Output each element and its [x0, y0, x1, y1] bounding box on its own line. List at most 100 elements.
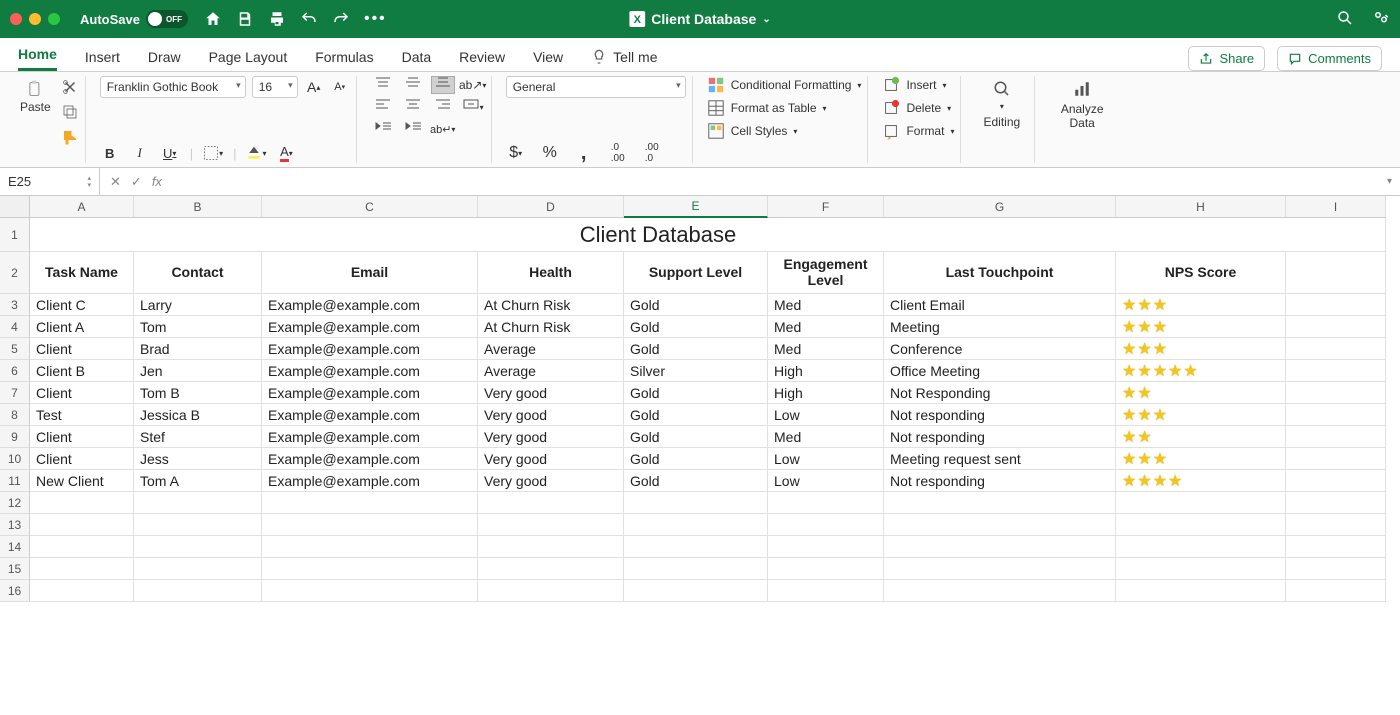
font-name-select[interactable]: Franklin Gothic Book: [100, 76, 246, 98]
cell[interactable]: Low: [768, 470, 884, 492]
row-header-11[interactable]: 11: [0, 470, 30, 492]
cell[interactable]: [478, 514, 624, 536]
cell[interactable]: Med: [768, 426, 884, 448]
comments-button[interactable]: Comments: [1277, 46, 1382, 71]
cell[interactable]: At Churn Risk: [478, 316, 624, 338]
cell[interactable]: Average: [478, 338, 624, 360]
header-cell[interactable]: Contact: [134, 252, 262, 294]
column-header-D[interactable]: D: [478, 196, 624, 218]
cell[interactable]: [1116, 536, 1286, 558]
tab-home[interactable]: Home: [18, 40, 57, 71]
cell[interactable]: [1286, 470, 1386, 492]
cell[interactable]: [1286, 426, 1386, 448]
cell[interactable]: Gold: [624, 470, 768, 492]
decrease-decimal[interactable]: .00.0: [642, 143, 662, 163]
cell[interactable]: [134, 536, 262, 558]
orientation[interactable]: ab↗▾: [461, 76, 485, 94]
cell[interactable]: ★★: [1116, 382, 1286, 404]
cell[interactable]: [30, 514, 134, 536]
header-cell[interactable]: Health: [478, 252, 624, 294]
cell[interactable]: [624, 558, 768, 580]
analyze-data-button[interactable]: Analyze Data: [1049, 76, 1115, 134]
header-cell[interactable]: Task Name: [30, 252, 134, 294]
cell[interactable]: [768, 514, 884, 536]
column-header-C[interactable]: C: [262, 196, 478, 218]
column-header-H[interactable]: H: [1116, 196, 1286, 218]
cell[interactable]: Example@example.com: [262, 294, 478, 316]
column-header-G[interactable]: G: [884, 196, 1116, 218]
cell[interactable]: Not responding: [884, 470, 1116, 492]
cell[interactable]: [1116, 558, 1286, 580]
header-cell[interactable]: NPS Score: [1116, 252, 1286, 294]
enter-icon[interactable]: ✓: [131, 174, 142, 190]
fx-icon[interactable]: fx: [152, 174, 162, 189]
border-button[interactable]: ▾: [203, 143, 223, 163]
font-color-button[interactable]: A▾: [276, 143, 296, 163]
cell[interactable]: Jess: [134, 448, 262, 470]
decrease-indent[interactable]: [371, 120, 395, 138]
wrap-text[interactable]: ab↵▾: [431, 120, 455, 138]
cell[interactable]: Silver: [624, 360, 768, 382]
paste-button[interactable]: Paste: [16, 76, 55, 149]
cell[interactable]: [768, 558, 884, 580]
cell[interactable]: [624, 514, 768, 536]
align-right[interactable]: [431, 98, 455, 116]
column-header-B[interactable]: B: [134, 196, 262, 218]
row-header-9[interactable]: 9: [0, 426, 30, 448]
cell[interactable]: Example@example.com: [262, 448, 478, 470]
cell[interactable]: [1286, 252, 1386, 294]
tab-data[interactable]: Data: [402, 43, 432, 71]
cell[interactable]: Gold: [624, 404, 768, 426]
format-painter-icon[interactable]: [61, 128, 79, 149]
save-icon[interactable]: [236, 10, 254, 28]
zoom-window[interactable]: [48, 13, 60, 25]
cell[interactable]: [134, 558, 262, 580]
tab-draw[interactable]: Draw: [148, 43, 181, 71]
grow-font-icon[interactable]: A▴: [304, 77, 324, 97]
cell[interactable]: [768, 492, 884, 514]
cell[interactable]: [884, 580, 1116, 602]
row-header-15[interactable]: 15: [0, 558, 30, 580]
align-top[interactable]: [371, 76, 395, 94]
bold-button[interactable]: B: [100, 143, 120, 163]
row-header-16[interactable]: 16: [0, 580, 30, 602]
cell[interactable]: Client B: [30, 360, 134, 382]
cell[interactable]: [624, 492, 768, 514]
cell-styles[interactable]: Cell Styles▾: [707, 122, 862, 140]
cell[interactable]: [262, 514, 478, 536]
cell[interactable]: [624, 580, 768, 602]
cell[interactable]: ★★★★★: [1116, 360, 1286, 382]
cell[interactable]: Example@example.com: [262, 426, 478, 448]
align-center[interactable]: [401, 98, 425, 116]
italic-button[interactable]: I: [130, 143, 150, 163]
align-left[interactable]: [371, 98, 395, 116]
cell[interactable]: Meeting: [884, 316, 1116, 338]
column-header-A[interactable]: A: [30, 196, 134, 218]
cell[interactable]: Low: [768, 404, 884, 426]
align-middle[interactable]: [401, 76, 425, 94]
cell[interactable]: [1286, 404, 1386, 426]
cell[interactable]: Client: [30, 448, 134, 470]
document-title[interactable]: X Client Database ⌄: [629, 11, 770, 27]
cell[interactable]: [1286, 558, 1386, 580]
cell[interactable]: Test: [30, 404, 134, 426]
row-header-12[interactable]: 12: [0, 492, 30, 514]
redo-icon[interactable]: [332, 10, 350, 28]
more-icon[interactable]: •••: [364, 10, 382, 28]
cell[interactable]: Example@example.com: [262, 382, 478, 404]
cell[interactable]: [1116, 514, 1286, 536]
print-icon[interactable]: [268, 10, 286, 28]
tab-formulas[interactable]: Formulas: [315, 43, 373, 71]
cell[interactable]: [478, 558, 624, 580]
font-size-select[interactable]: 16: [252, 76, 298, 98]
cell[interactable]: Brad: [134, 338, 262, 360]
cell[interactable]: New Client: [30, 470, 134, 492]
cell[interactable]: [1286, 536, 1386, 558]
cancel-icon[interactable]: ✕: [110, 174, 121, 190]
row-header-14[interactable]: 14: [0, 536, 30, 558]
cell[interactable]: [1286, 492, 1386, 514]
cell[interactable]: [1286, 514, 1386, 536]
cell[interactable]: [1116, 492, 1286, 514]
cell[interactable]: Client C: [30, 294, 134, 316]
share-tray-icon[interactable]: [1372, 9, 1390, 30]
